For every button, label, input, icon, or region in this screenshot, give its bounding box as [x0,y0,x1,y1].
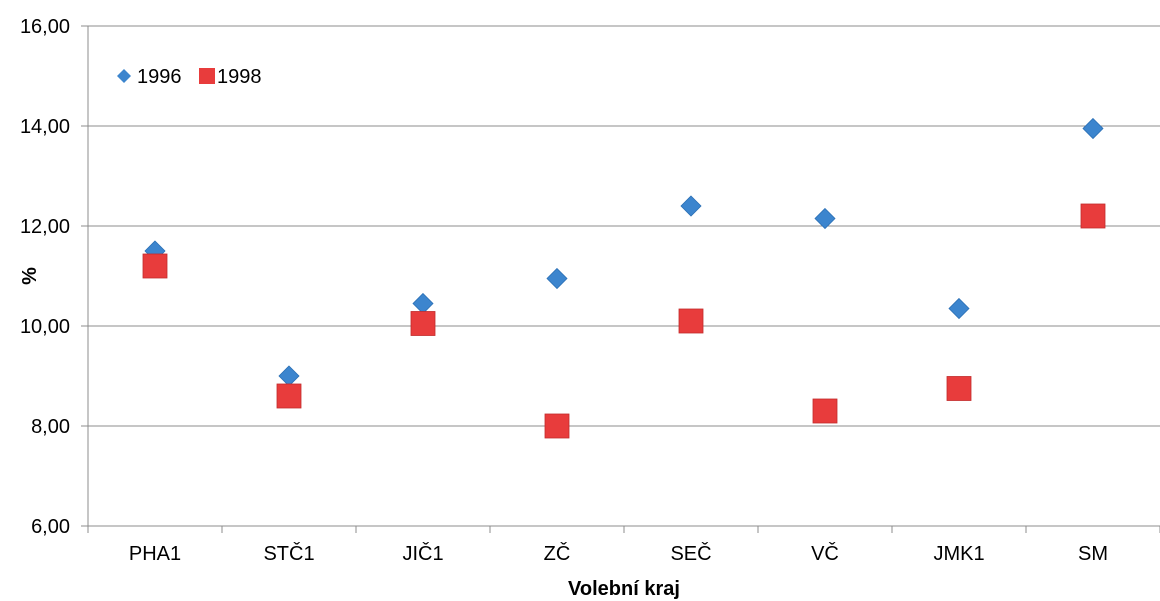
x-tick-label: JIČ1 [402,542,443,565]
point-1996-SM [1082,117,1104,140]
y-tick-label: 12,00 [20,216,70,238]
point-1998-SEČ [678,308,704,334]
x-tick-label: SEČ [670,542,711,565]
x-tick-label: PHA1 [129,543,181,565]
point-1998-PHA1 [142,253,168,279]
point-1998-SM [1080,203,1106,229]
y-tick-label: 14,00 [20,116,70,138]
point-1996-JIČ1 [412,292,434,315]
point-1996-JMK1 [948,297,970,320]
x-tick-label: ZČ [544,542,571,565]
legend-marker-1996 [117,69,131,83]
y-tick-labels: 6,00 8,00 10,00 12,00 14,00 16,00 [20,16,70,538]
point-1998-STČ1 [276,383,302,409]
legend-marker-1998 [199,68,215,84]
y-tick-label: 6,00 [31,516,70,538]
point-1996-STČ1 [278,365,300,387]
point-1996-SEČ [680,195,702,217]
point-1998-JIČ1 [410,311,436,336]
legend-label-1998: 1998 [217,66,262,88]
legend-label-1996: 1996 [137,66,182,88]
x-tick-label: VČ [811,542,839,565]
axes [81,25,1160,533]
y-tick-label: 16,00 [20,16,70,38]
x-tick-label: STČ1 [263,542,314,565]
x-tick-label: SM [1078,543,1108,565]
gridlines [88,25,1160,427]
point-1996-ZČ [546,267,568,290]
point-1996-VČ [814,207,836,230]
y-axis-title: % [19,267,41,285]
y-tick-label: 8,00 [31,416,70,438]
legend: 1996 1998 [117,66,262,88]
data-points [142,117,1106,439]
x-axis-title: Volební kraj [568,578,680,600]
y-tick-label: 10,00 [20,316,70,338]
point-1998-ZČ [544,413,570,439]
x-tick-label: JMK1 [933,543,984,565]
point-1998-JMK1 [946,376,972,401]
x-tick-labels: PHA1 STČ1 JIČ1 ZČ SEČ VČ JMK1 SM [129,542,1108,565]
point-1998-VČ [812,398,838,424]
